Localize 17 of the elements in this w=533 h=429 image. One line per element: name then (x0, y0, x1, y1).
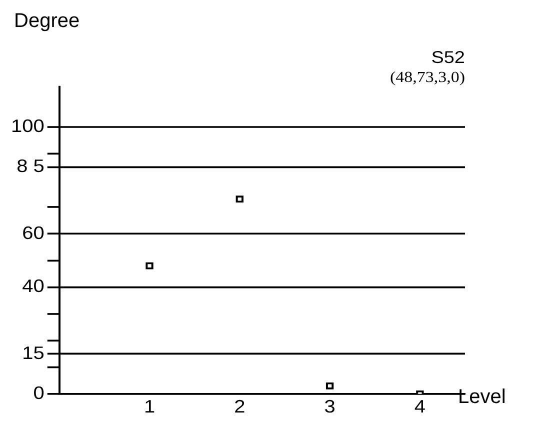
y-tick-label: 60 (22, 224, 44, 244)
y-tick-label: 8 5 (16, 156, 44, 177)
point (236, 196, 244, 203)
y-tick-label: 0 (33, 384, 44, 404)
y-tick-label: 15 (22, 344, 44, 364)
x-tick-label: 1 (144, 397, 156, 418)
chart-subtitle: (48,73,3,0) (390, 68, 465, 86)
x-tick-label: 3 (324, 397, 336, 418)
chart-title: S52 (431, 48, 465, 67)
point (146, 262, 154, 270)
x-axis-title: Level (458, 386, 506, 409)
point (326, 382, 334, 390)
y-axis-title: Degree (14, 10, 80, 33)
x-tick-label: 4 (414, 397, 426, 418)
x-tick-label: 2 (234, 397, 246, 418)
y-tick-label: 100 (11, 116, 44, 137)
y-tick-label: 40 (22, 276, 44, 297)
